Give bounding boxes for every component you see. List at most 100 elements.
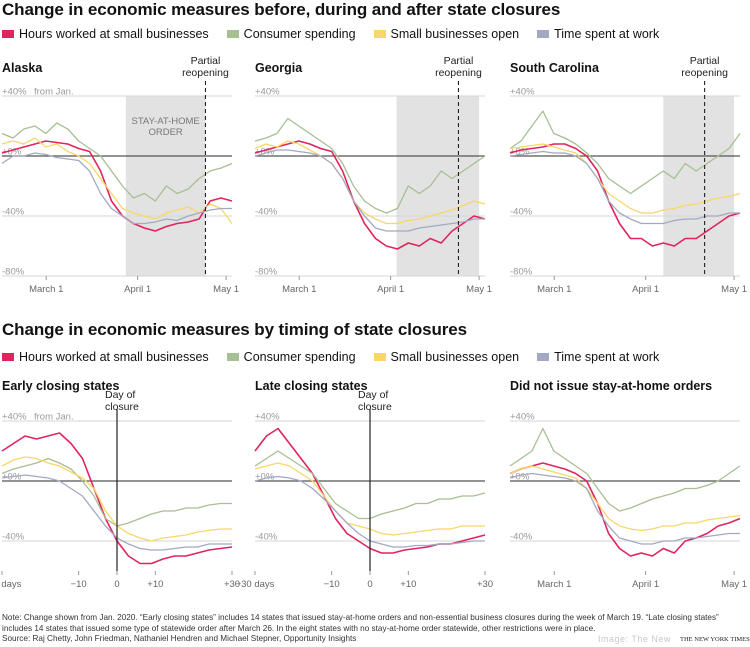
legend-label-hours: Hours worked at small businesses [19, 27, 209, 41]
series-line [254, 140, 486, 225]
bottom-legend: Hours worked at small businesses Consume… [2, 350, 677, 364]
closure-label: closure [358, 401, 392, 413]
y-tick-label: -40% [255, 532, 278, 543]
legend-swatch-work [537, 30, 550, 38]
x-tick-label: March 1 [537, 579, 571, 590]
x-tick-label: April 1 [124, 284, 151, 295]
series-line [509, 427, 741, 512]
chart-georgia: +40% +0% -40% -80% March 1 April 1 May 1 Partia… [254, 55, 492, 295]
y-tick-label: -80% [255, 267, 278, 278]
legend-swatch-hours [2, 353, 14, 361]
reopening-label: reopening [435, 67, 482, 79]
x-tick-label: May 1 [721, 579, 747, 590]
nyt-logo: THE NEW YORK TIMES [680, 636, 750, 643]
y-tick-label: +40% [510, 87, 535, 98]
series-line [509, 150, 740, 225]
source-line: Source: Raj Chetty, John Friedman, Natha… [2, 634, 357, 643]
top-legend: Hours worked at small businesses Consume… [2, 27, 677, 41]
x-tick-label: May 1 [721, 284, 747, 295]
y-tick-label: +40% [255, 87, 280, 98]
watermark: Image: The New [598, 634, 671, 644]
x-tick-label: May 1 [213, 284, 239, 295]
legend-label-spending: Consumer spending [243, 350, 356, 364]
legend-item-work: Time spent at work [537, 350, 659, 364]
y-axis-note: from Jan. [34, 87, 74, 98]
top-section-title: Change in economic measures before, duri… [2, 0, 561, 19]
chart-south-carolina: +40% +0% -40% -80% March 1 April 1 May 1 Partia… [509, 55, 747, 295]
panel-title-south-carolina: South Carolina [510, 61, 599, 75]
x-tick-label: May 1 [466, 284, 492, 295]
reopening-label: Partial [690, 55, 720, 67]
y-axis-note: from Jan. [34, 412, 74, 423]
footnote: Note: Change shown from Jan. 2020. “Earl… [2, 613, 719, 633]
bottom-section-title: Change in economic measures by timing of… [2, 320, 467, 339]
reopening-label: reopening [182, 67, 229, 79]
series-line [1, 137, 233, 224]
y-tick-label: +40% [255, 412, 280, 423]
legend-item-hours: Hours worked at small businesses [2, 350, 209, 364]
legend-swatch-spending [226, 30, 239, 38]
y-tick-label: +0% [2, 147, 22, 158]
reopening-label: Partial [191, 55, 221, 67]
legend-swatch-hours [2, 30, 14, 38]
series-line [509, 462, 741, 557]
shaded-period [396, 96, 480, 276]
x-tick-label: −10 [71, 579, 87, 590]
legend-item-open: Small businesses open [373, 27, 520, 41]
x-tick-label: −30 days [0, 579, 22, 590]
legend-swatch-open [373, 353, 386, 361]
series-line [1, 152, 232, 225]
y-tick-label: -40% [2, 207, 25, 218]
legend-item-hours: Hours worked at small businesses [2, 27, 209, 41]
panel-title-georgia: Georgia [255, 61, 303, 75]
y-tick-label: +40% [510, 412, 535, 423]
x-tick-label: April 1 [632, 579, 659, 590]
closure-label: Day of [358, 389, 388, 401]
panel-title-early: Early closing states [2, 379, 120, 393]
y-tick-label: +0% [510, 472, 530, 483]
y-tick-label: +40% [2, 412, 27, 423]
series-line [509, 465, 741, 532]
series-line [254, 149, 485, 232]
x-tick-label: −30 days [236, 579, 275, 590]
chart-early-closing: +40%+0%-40%from Jan.−30 days−100+10+30Da… [0, 389, 240, 590]
x-tick-label: −10 [324, 579, 340, 590]
panel-title-alaska: Alaska [2, 61, 43, 75]
y-tick-label: +40% [2, 87, 27, 98]
x-tick-label: March 1 [537, 284, 571, 295]
y-tick-label: +0% [255, 472, 275, 483]
y-tick-label: -80% [2, 267, 25, 278]
shaded-period [663, 96, 735, 276]
x-tick-label: 0 [367, 579, 372, 590]
closure-label: Day of [105, 389, 135, 401]
reopening-label: reopening [681, 67, 728, 79]
y-tick-label: +0% [255, 147, 275, 158]
series-line [509, 110, 741, 195]
legend-item-work: Time spent at work [537, 27, 659, 41]
x-tick-label: +30 [477, 579, 493, 590]
x-tick-label: April 1 [632, 284, 659, 295]
series-line [1, 122, 233, 202]
series-line [509, 472, 740, 545]
legend-label-hours: Hours worked at small businesses [19, 350, 209, 364]
legend-item-open: Small businesses open [373, 350, 520, 364]
panel-title-no-order: Did not issue stay-at-home orders [510, 379, 713, 393]
y-tick-label: -80% [510, 267, 533, 278]
x-tick-label: +30 [224, 579, 240, 590]
panel-title-late: Late closing states [255, 379, 368, 393]
legend-label-open: Small businesses open [390, 27, 520, 41]
reopening-label: Partial [444, 55, 474, 67]
closure-label: closure [105, 401, 139, 413]
y-tick-label: -40% [2, 532, 25, 543]
legend-swatch-spending [226, 353, 239, 361]
legend-label-open: Small businesses open [390, 350, 520, 364]
legend-item-spending: Consumer spending [226, 350, 356, 364]
x-tick-label: 0 [114, 579, 119, 590]
shaded-label: ORDER [148, 127, 182, 138]
x-tick-label: April 1 [377, 284, 404, 295]
legend-swatch-open [373, 30, 386, 38]
x-tick-label: March 1 [282, 284, 316, 295]
legend-label-work: Time spent at work [554, 350, 660, 364]
y-tick-label: -40% [255, 207, 278, 218]
